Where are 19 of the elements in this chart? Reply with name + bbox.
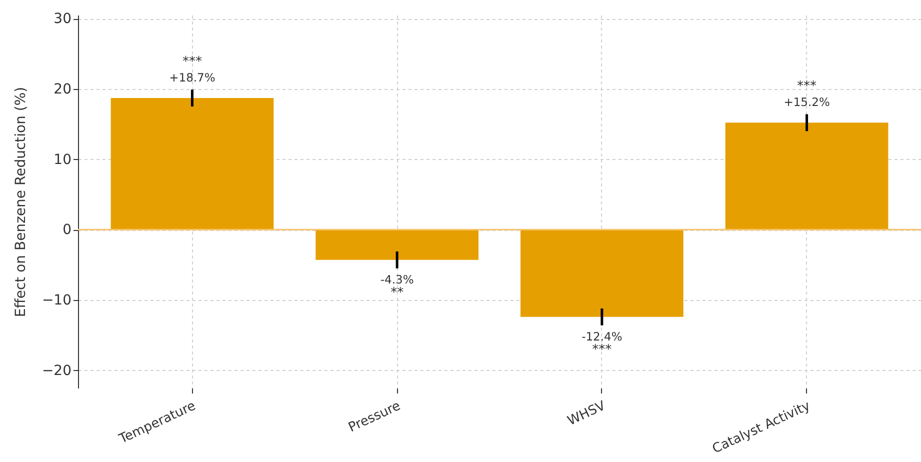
annotation: *** [797,79,818,94]
y-axis-title: Effect on Benzene Reduction (%) [12,86,29,318]
y-tick-label: 0 [62,222,72,238]
bar [520,230,684,317]
annotation: ** [390,285,404,300]
data-label: -4.3% [380,272,414,286]
y-tick-label: −20 [42,362,72,379]
data-label: -12.4% [582,329,622,344]
annotation: *** [182,54,202,70]
y-tick-label: −10 [42,292,72,309]
annotation: *** [592,342,612,358]
bar [110,98,274,230]
y-tick-label: 20 [54,81,72,98]
data-label: +18.7% [169,70,216,85]
y-tick-label: 10 [54,152,72,168]
data-label: +15.2% [784,95,830,110]
bar [725,122,888,230]
y-tick-label: 30 [54,11,72,28]
bar [316,230,478,260]
